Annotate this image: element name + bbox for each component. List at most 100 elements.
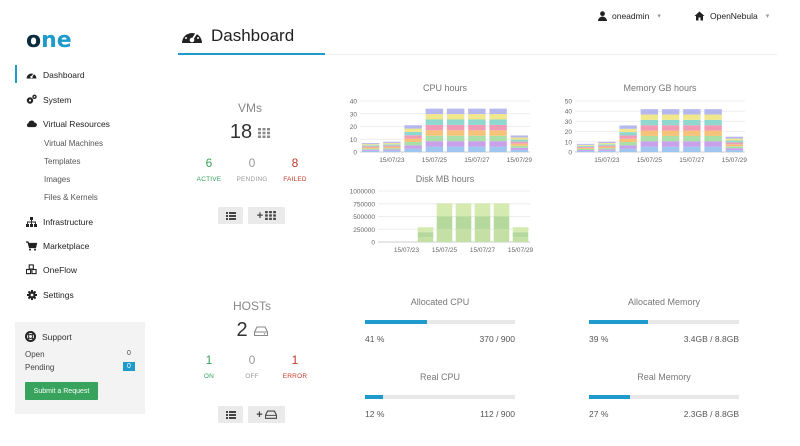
bar[interactable]: [468, 108, 486, 152]
sidebar-item-label: Settings: [43, 289, 74, 300]
bar-segment: [619, 145, 637, 149]
bar-segment: [576, 149, 595, 151]
bar[interactable]: [576, 143, 595, 152]
support-panel: Support Open 0 Pending 0 Submit a Reques…: [15, 322, 145, 414]
bar-segment: [417, 237, 434, 242]
bar-segment: [683, 141, 701, 147]
hosts-on-stat[interactable]: 1 ON: [184, 353, 234, 380]
bar[interactable]: [404, 125, 422, 152]
bar-segment: [598, 143, 616, 145]
sidebar-item-label: Marketplace: [43, 240, 90, 251]
hosts-list-button[interactable]: [218, 406, 243, 423]
bar-segment: [661, 135, 680, 142]
bar-segment: [512, 232, 529, 238]
hosts-off-stat[interactable]: 0 OFF: [227, 353, 277, 380]
bar[interactable]: [455, 203, 472, 242]
bar[interactable]: [425, 108, 444, 152]
real-memory-title: Real Memory: [637, 372, 691, 382]
sidebar-item-infrastructure[interactable]: Infrastructure: [26, 216, 93, 227]
bar[interactable]: [619, 125, 637, 152]
bar-segment: [619, 138, 637, 143]
sidebar-subitem-templates[interactable]: Templates: [44, 157, 81, 166]
cart-icon: [26, 240, 37, 251]
bar-segment: [446, 146, 465, 152]
sidebar-item-system[interactable]: System: [26, 94, 71, 105]
sidebar-subitem-images[interactable]: Images: [44, 175, 71, 184]
sidebar-item-virtual-resources[interactable]: Virtual Resources: [26, 118, 110, 129]
bar-segment: [598, 146, 616, 149]
vms-pending-stat[interactable]: 0 PENDING: [227, 156, 277, 183]
y-tick-label: 30: [350, 111, 358, 118]
user-menu[interactable]: oneadmin ▾: [598, 11, 661, 21]
bar-segment: [361, 149, 380, 151]
bar-segment: [510, 143, 529, 146]
bar-segment: [489, 124, 507, 131]
bar[interactable]: [489, 108, 507, 152]
bar-segment: [725, 138, 744, 141]
bar-segment: [425, 114, 444, 120]
bar[interactable]: [436, 203, 453, 242]
zone-menu[interactable]: OpenNebula ▾: [694, 11, 769, 21]
bar-segment: [725, 144, 744, 147]
bar[interactable]: [704, 109, 722, 152]
bar-segment: [425, 141, 444, 147]
gear-icon: [26, 289, 37, 300]
bar-segment: [510, 145, 529, 148]
grid-icon: [258, 127, 271, 138]
sidebar-item-marketplace[interactable]: Marketplace: [26, 240, 89, 251]
bar-segment: [489, 135, 507, 142]
vms-active-stat[interactable]: 6 ACTIVE: [184, 156, 234, 183]
bar-segment: [725, 148, 744, 151]
hosts-error-stat[interactable]: 1 ERROR: [270, 353, 320, 380]
vms-failed-value: 8: [291, 156, 299, 170]
bar-segment: [404, 135, 422, 139]
bar[interactable]: [640, 109, 659, 152]
bar[interactable]: [661, 109, 680, 152]
create-vm-button[interactable]: +: [248, 207, 285, 224]
sidebar-item-settings[interactable]: Settings: [26, 289, 74, 300]
bar[interactable]: [493, 203, 510, 242]
bar-segment: [576, 147, 595, 149]
vms-pending-value: 0: [248, 156, 256, 170]
bar-segment: [404, 148, 422, 152]
bar-segment: [489, 146, 507, 152]
submit-request-button[interactable]: Submit a Request: [25, 382, 98, 400]
hosts-off-value: 0: [248, 353, 256, 367]
sidebar-subitem-files-kernels[interactable]: Files & Kernels: [44, 193, 98, 202]
bar-segment: [598, 144, 616, 146]
bar-segment: [425, 130, 444, 136]
create-host-button[interactable]: +: [248, 406, 285, 423]
hosts-error-value: 1: [291, 353, 299, 367]
bar[interactable]: [446, 108, 465, 152]
support-open-count: 0: [127, 350, 131, 357]
vms-list-button[interactable]: [218, 207, 243, 224]
sidebar-item-dashboard[interactable]: Dashboard: [26, 69, 85, 80]
bar[interactable]: [683, 109, 701, 152]
opennebula-logo[interactable]: one: [26, 28, 72, 53]
sidebar-item-label: System: [43, 94, 72, 105]
y-tick-label: 0: [371, 240, 375, 247]
real-cpu-meter: [365, 395, 515, 399]
bar[interactable]: [361, 143, 380, 152]
bar[interactable]: [474, 203, 491, 242]
bar[interactable]: [512, 227, 529, 242]
sidebar-item-label: OneFlow: [43, 264, 78, 275]
bar-segment: [493, 203, 510, 217]
bar[interactable]: [598, 141, 616, 152]
bar-segment: [576, 148, 595, 150]
sidebar-subitem-virtual-machines[interactable]: Virtual Machines: [44, 139, 103, 148]
sidebar-item-oneflow[interactable]: OneFlow: [26, 264, 77, 275]
bar[interactable]: [417, 227, 434, 242]
cloud-icon: [26, 118, 37, 129]
vms-failed-stat[interactable]: 8 FAILED: [270, 156, 320, 183]
real-memory-detail: 2.3GB / 8.8GB: [683, 409, 739, 419]
bar[interactable]: [510, 135, 529, 152]
bar-segment: [704, 146, 722, 152]
bar[interactable]: [725, 136, 744, 152]
bar-segment: [661, 130, 680, 136]
bar-segment: [436, 203, 453, 217]
bar[interactable]: [383, 141, 401, 152]
bar-segment: [446, 141, 465, 147]
bar-segment: [704, 109, 722, 115]
page-title: Dashboard: [181, 26, 294, 46]
